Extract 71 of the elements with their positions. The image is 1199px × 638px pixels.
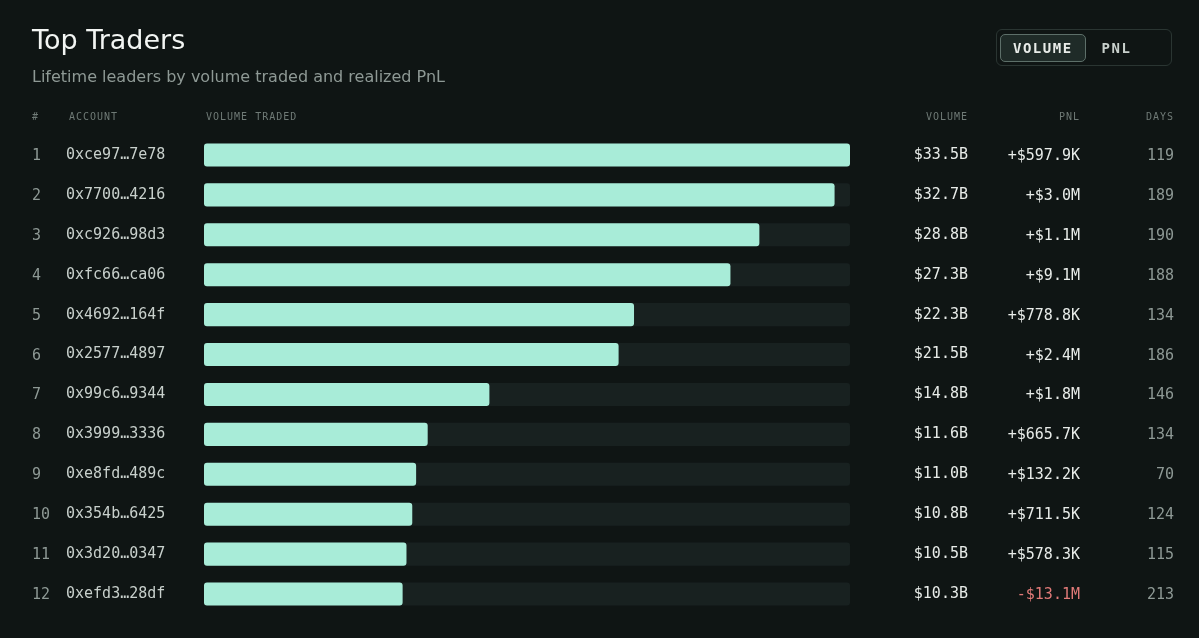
text: DAYS	[1145, 111, 1174, 122]
data-label: $10.8B	[913, 504, 968, 523]
data-label: $10.3B	[913, 583, 968, 602]
text: #	[32, 111, 40, 122]
text: +$2.4M	[1025, 345, 1080, 364]
x-axis-title: VOLUME TRADED	[206, 111, 298, 122]
bar	[204, 183, 835, 207]
y-axis-title: ACCOUNT	[69, 111, 119, 122]
data-label: 70	[1155, 465, 1174, 484]
y-tick-label: 0x3d20…0347	[66, 544, 166, 563]
data-label: $22.3B	[913, 304, 968, 323]
data-label: 115	[1146, 545, 1174, 564]
data-label: 190	[1146, 225, 1174, 244]
data-label: 119	[1146, 145, 1174, 164]
data-label: 189	[1146, 185, 1174, 204]
data-label: 188	[1146, 265, 1174, 284]
y-tick-label: 0x4692…164f	[66, 304, 166, 323]
y-tick-label: 0x3999…3336	[66, 424, 166, 443]
text: +$9.1M	[1025, 265, 1080, 284]
data-label: $33.5B	[913, 144, 968, 163]
text: PNL	[1058, 111, 1080, 122]
data-label: $32.7B	[913, 184, 968, 203]
data-label: $21.5B	[913, 344, 968, 363]
data-label: 7	[32, 385, 42, 404]
data-label: 5	[32, 305, 42, 324]
data-label: 11	[32, 545, 51, 564]
y-tick-label: 0xfc66…ca06	[66, 264, 166, 283]
text: +$1.8M	[1025, 385, 1080, 404]
data-label: 146	[1146, 385, 1174, 404]
text: VOLUME	[925, 111, 968, 122]
data-label: $28.8B	[913, 224, 968, 243]
data-label: 2	[32, 185, 42, 204]
data-label: $14.8B	[913, 384, 968, 403]
data-label: $27.3B	[913, 264, 968, 283]
text: +$597.9K	[1007, 145, 1080, 164]
text: +$578.3K	[1007, 545, 1080, 564]
data-label: 1	[32, 145, 42, 164]
y-tick-label: 0xe8fd…489c	[66, 464, 166, 483]
data-label: 134	[1146, 305, 1174, 324]
text: +$1.1M	[1025, 225, 1080, 244]
text: VOLUME	[1000, 33, 1086, 62]
data-label: 12	[32, 585, 51, 604]
y-tick-label: 0x7700…4216	[66, 184, 166, 203]
y-tick-label: 0xc926…98d3	[66, 224, 166, 243]
data-label: 124	[1146, 505, 1174, 524]
data-label: 8	[32, 425, 42, 444]
y-tick-label: 0x354b…6425	[66, 504, 166, 523]
y-tick-label: 0xce97…7e78	[66, 144, 166, 163]
data-label: $10.5B	[913, 544, 968, 563]
data-label: 9	[32, 465, 42, 484]
y-tick-label: 0xefd3…28df	[66, 583, 166, 602]
text: +$665.7K	[1007, 425, 1080, 444]
data-label: 10	[32, 505, 51, 524]
data-label: $11.0B	[913, 464, 968, 483]
text: +$3.0M	[1025, 185, 1080, 204]
text: +$132.2K	[1007, 465, 1080, 484]
chart-title: Top Traders	[32, 24, 186, 55]
data-label: 213	[1146, 585, 1174, 604]
y-tick-label: 0x99c6…9344	[66, 384, 166, 403]
data-label: 3	[32, 225, 42, 244]
data-label: $11.6B	[913, 424, 968, 443]
data-label: 186	[1146, 345, 1174, 364]
text: +$711.5K	[1007, 505, 1080, 524]
chart-subtitle: Lifetime leaders by volume traded and realized PnL	[32, 67, 445, 86]
text: +$778.8K	[1007, 305, 1080, 324]
data-label: 4	[32, 265, 42, 284]
y-tick-label: 0x2577…4897	[66, 344, 166, 363]
text: PNL	[1100, 38, 1133, 58]
text: -$13.1M	[1016, 585, 1080, 604]
data-label: 134	[1146, 425, 1174, 444]
data-label: 6	[32, 345, 42, 364]
